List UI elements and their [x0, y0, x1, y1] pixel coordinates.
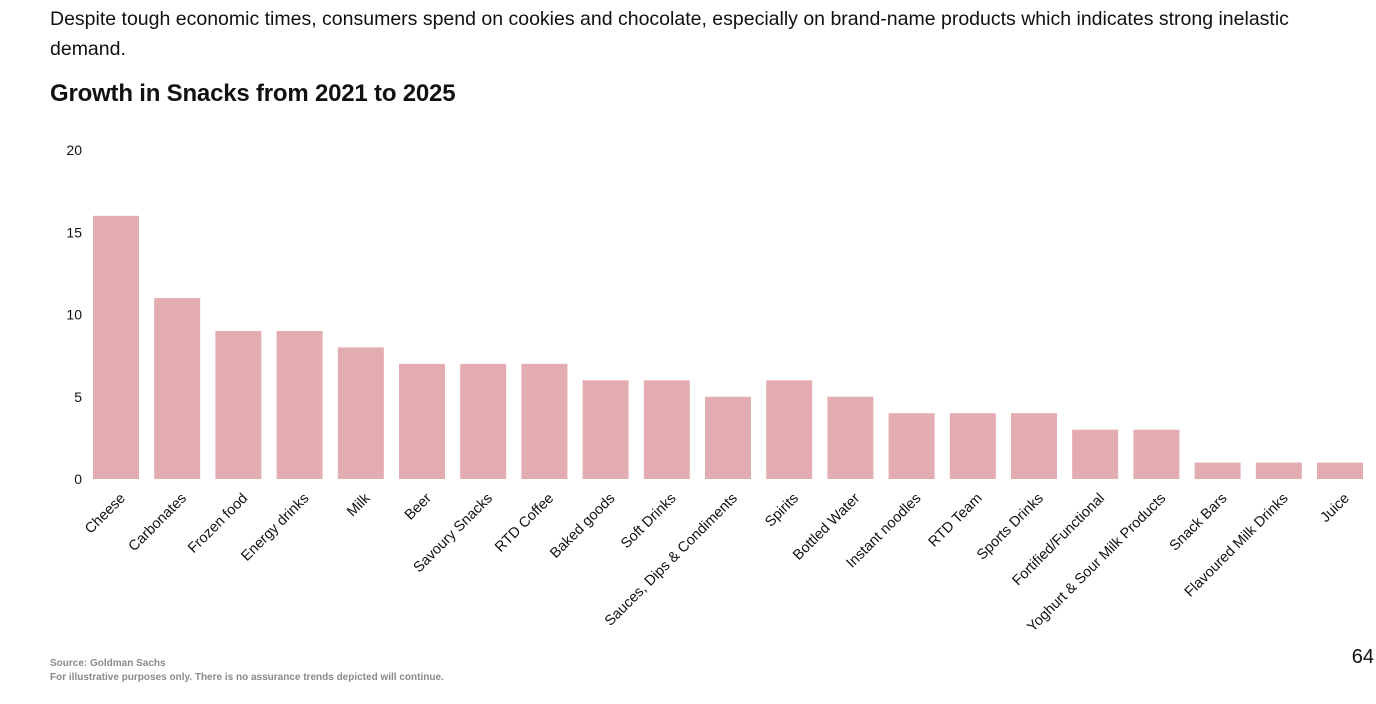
x-tick-label: Milk	[344, 490, 374, 520]
bars	[93, 215, 1363, 480]
bar	[154, 298, 201, 479]
bar	[1011, 413, 1057, 479]
bar	[643, 380, 690, 479]
x-tick-label: Cheese	[82, 491, 129, 538]
bar	[399, 363, 445, 479]
x-tick-label: Sauces, Dips & Condiments	[602, 491, 741, 630]
bar	[1317, 462, 1363, 479]
y-tick-label: 15	[66, 224, 82, 240]
bar	[827, 396, 874, 479]
x-tick-label: RTD Coffee	[492, 491, 557, 556]
footnote: Source: Goldman Sachs For illustrative p…	[50, 657, 444, 685]
source-line: Source: Goldman Sachs	[50, 658, 166, 669]
chart-title: Growth in Snacks from 2021 to 2025	[50, 80, 456, 107]
intro-text: Despite tough economic times, consumers …	[50, 8, 1289, 60]
bar	[276, 330, 323, 479]
x-tick-label: RTD Team	[926, 491, 986, 551]
bar	[949, 413, 996, 479]
x-tick-label: Baked goods	[547, 491, 618, 562]
bar	[93, 215, 139, 480]
x-tick-label: Flavoured Milk Drinks	[1182, 491, 1292, 601]
bar	[521, 363, 568, 479]
bar	[1255, 462, 1302, 479]
x-tick-label: Soft Drinks	[618, 491, 679, 552]
bar	[582, 380, 629, 479]
x-tick-label: Spirits	[762, 491, 802, 531]
bar	[705, 396, 751, 479]
x-tick-label: Carbonates	[126, 491, 190, 555]
bar	[766, 380, 813, 479]
y-tick-label: 20	[66, 142, 82, 158]
bar	[888, 413, 935, 479]
bar	[215, 330, 262, 479]
y-tick-label: 10	[66, 307, 82, 323]
bar	[337, 347, 384, 479]
y-tick-label: 5	[74, 389, 82, 405]
x-tick-label: Snack Bars	[1167, 491, 1231, 555]
x-tick-label: Frozen food	[185, 491, 251, 557]
y-tick-label: 0	[74, 471, 82, 487]
y-axis: 0 5 10 15 20	[66, 142, 82, 487]
page-number: 64	[1351, 646, 1374, 668]
x-tick-label: Beer	[402, 490, 435, 523]
bar	[1072, 429, 1119, 479]
bar	[460, 363, 507, 479]
disclaimer: For illustrative purposes only. There is…	[50, 672, 444, 683]
bar	[1133, 429, 1180, 479]
x-tick-label: Juice	[1318, 491, 1353, 526]
bar	[1194, 462, 1241, 479]
